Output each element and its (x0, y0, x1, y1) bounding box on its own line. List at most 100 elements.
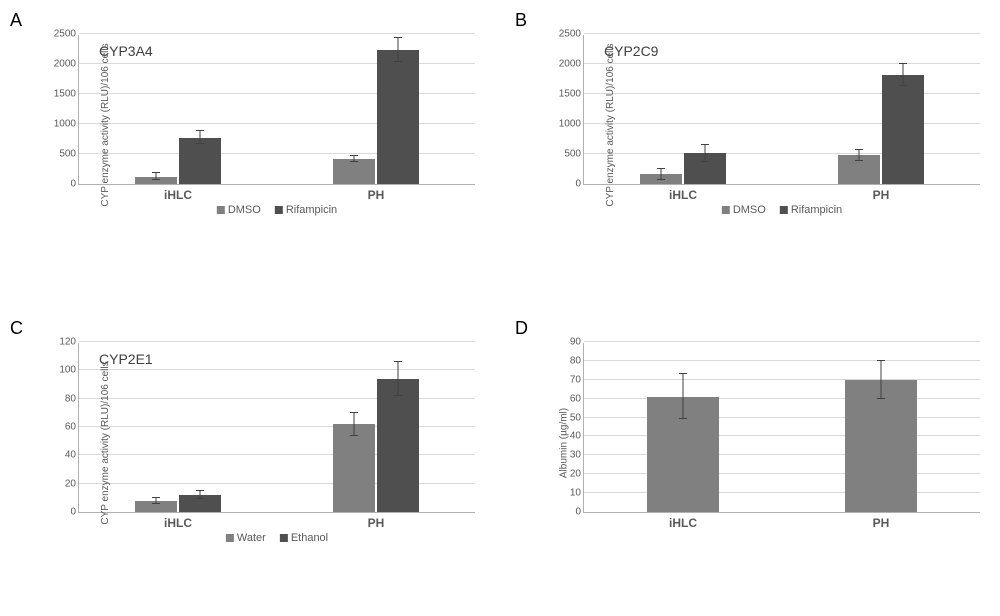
y-axis-label: CYP enzyme activity (RLU)/106 cells (100, 43, 111, 206)
panel-letter: B (515, 10, 527, 31)
legend-label: Rifampicin (286, 204, 337, 216)
legend-swatch (780, 206, 788, 214)
error-cap (701, 144, 709, 145)
error-cap (679, 373, 687, 374)
y-tick-label: 20 (52, 478, 79, 489)
x-tick-label: iHLC (164, 188, 192, 202)
error-cap (152, 179, 160, 180)
bar-group (333, 50, 419, 184)
error-cap (657, 168, 665, 169)
y-axis-label: CYP enzyme activity (RLU)/106 cells (100, 361, 111, 524)
error-cap (394, 61, 402, 62)
error-cap (350, 435, 358, 436)
bar (135, 177, 177, 184)
legend-item: Ethanol (280, 532, 328, 544)
error-bar (398, 38, 399, 62)
bar-group (647, 397, 719, 512)
y-tick-label: 40 (52, 450, 79, 461)
legend-label: DMSO (228, 204, 261, 216)
error-cap (877, 360, 885, 361)
x-tick-label: iHLC (164, 516, 192, 530)
y-tick-label: 500 (557, 149, 584, 160)
gridline (79, 341, 475, 342)
error-cap (701, 161, 709, 162)
panel-b: B05001000150020002500CYP2C9iHLCPHDMSORif… (515, 10, 990, 298)
legend-label: Water (237, 532, 266, 544)
panel-letter: D (515, 318, 528, 339)
gridline (584, 379, 980, 380)
bar (179, 495, 221, 512)
error-cap (394, 361, 402, 362)
error-bar (354, 413, 355, 436)
chart-box: 05001000150020002500CYP2C9iHLCPHDMSORifa… (553, 30, 990, 220)
y-tick-label: 70 (557, 374, 584, 385)
chart-grid: A 05001000150020002500CYP3A4iHLCPHDMSORif… (10, 10, 990, 606)
y-tick-label: 0 (52, 507, 79, 518)
error-cap (877, 398, 885, 399)
y-tick-label: 2000 (557, 59, 584, 70)
bar (838, 155, 880, 184)
y-tick-label: 0 (557, 179, 584, 190)
error-cap (899, 85, 907, 86)
bar (135, 501, 177, 512)
panel-a: A 05001000150020002500CYP3A4iHLCPHDMSORif… (10, 10, 485, 298)
error-cap (679, 418, 687, 419)
bar (882, 75, 924, 184)
legend-label: DMSO (733, 204, 766, 216)
error-cap (350, 412, 358, 413)
bar (333, 159, 375, 184)
panel-letter: A (10, 10, 22, 31)
gridline (584, 473, 980, 474)
legend-item: DMSO (217, 204, 261, 216)
y-tick-label: 1500 (557, 89, 584, 100)
x-tick-label: PH (873, 516, 890, 530)
y-tick-label: 1000 (557, 119, 584, 130)
gridline (584, 454, 980, 455)
error-cap (855, 160, 863, 161)
error-cap (350, 161, 358, 162)
error-cap (196, 130, 204, 131)
bar (684, 153, 726, 184)
legend-item: Rifampicin (275, 204, 337, 216)
plot-area: 0102030405060708090iHLCPH (583, 343, 980, 513)
legend-item: DMSO (722, 204, 766, 216)
x-tick-label: PH (873, 188, 890, 202)
chart-legend: DMSO Rifampicin (217, 204, 337, 216)
gridline (584, 417, 980, 418)
error-cap (196, 490, 204, 491)
error-cap (394, 395, 402, 396)
error-cap (855, 149, 863, 150)
y-tick-label: 120 (52, 337, 79, 348)
y-tick-label: 80 (52, 393, 79, 404)
error-bar (903, 64, 904, 86)
legend-swatch (226, 534, 234, 542)
bar-group (135, 495, 221, 512)
y-axis-label: CYP enzyme activity (RLU)/106 cells (605, 43, 616, 206)
error-cap (394, 37, 402, 38)
gridline (584, 435, 980, 436)
bar (640, 174, 682, 184)
legend-swatch (722, 206, 730, 214)
gridline (584, 341, 980, 342)
legend-swatch (217, 206, 225, 214)
bar-group (640, 153, 726, 184)
y-tick-label: 0 (557, 507, 584, 518)
y-tick-label: 10 (557, 488, 584, 499)
error-cap (196, 498, 204, 499)
bar (179, 138, 221, 184)
x-tick-label: PH (368, 516, 385, 530)
panel-c: C020406080100120CYP2E1iHLCPHWaterEthanol… (10, 318, 485, 606)
plot-area: 05001000150020002500CYP3A4iHLCPHDMSORifa… (78, 35, 475, 185)
chart-legend: Water Ethanol (226, 532, 328, 544)
y-tick-label: 2500 (557, 29, 584, 40)
y-tick-label: 0 (52, 179, 79, 190)
error-bar (881, 361, 882, 399)
legend-swatch (280, 534, 288, 542)
error-bar (705, 145, 706, 162)
panel-letter: C (10, 318, 23, 339)
y-tick-label: 2000 (52, 59, 79, 70)
y-tick-label: 500 (52, 149, 79, 160)
chart-box: 0102030405060708090iHLCPHAlbumin (µg/ml) (553, 338, 990, 548)
error-cap (196, 143, 204, 144)
gridline (584, 398, 980, 399)
